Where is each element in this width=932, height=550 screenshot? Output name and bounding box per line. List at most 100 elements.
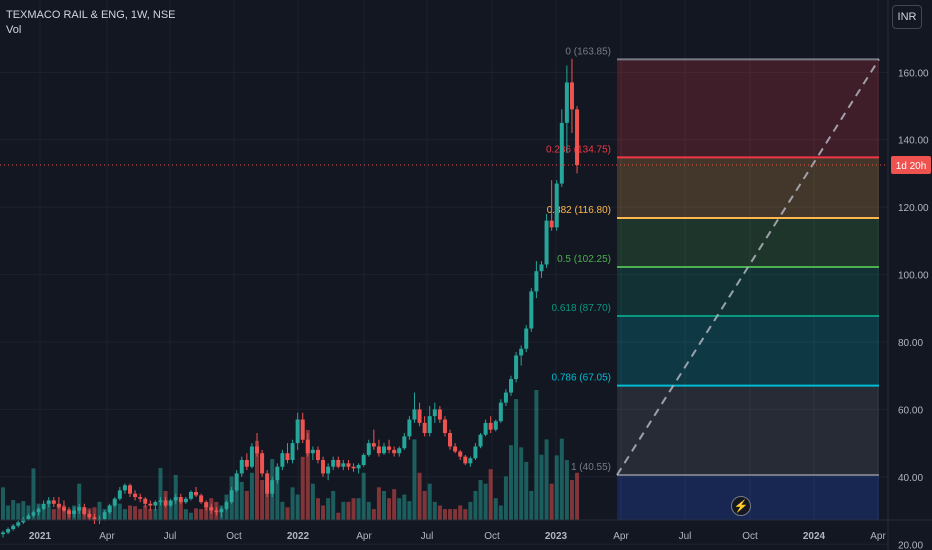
candle-body [138,497,143,499]
volume-bar [128,505,132,520]
candle-body [569,82,574,110]
candle-body [448,433,453,447]
volume-bar [544,439,549,520]
x-tick-label: Apr [99,531,115,542]
volume-bar [519,447,524,520]
volume-bar [56,504,61,520]
candle-body [117,490,122,499]
x-tick-label: 2023 [545,531,568,542]
volume-bar [234,487,239,520]
candle-body [188,492,193,499]
candle-body [549,220,554,228]
candle-body [275,466,280,481]
fibonacci-retracement[interactable]: 0 (163.85)0.236 (134.75)0.382 (116.80)0.… [546,46,879,520]
candle-body [133,493,138,498]
volume-bar [92,507,97,520]
x-tick-label: Oct [484,531,500,542]
volume-bar [442,509,447,520]
volume-bar [117,503,122,520]
y-tick-label: 80.00 [898,338,923,349]
candle-body [11,525,16,530]
volume-bar [21,501,26,520]
volume-bar [133,506,138,520]
fib-level-label: 0.5 (102.25) [557,254,611,265]
candle-body [270,480,275,494]
volume-bar [371,509,376,520]
volume-bar [275,480,280,520]
candle-body [214,510,219,513]
lightning-icon[interactable]: ⚡ [731,496,751,516]
candle-body [51,500,56,504]
candle-body [41,503,46,509]
currency-button[interactable]: INR [892,5,922,29]
candle-body [427,416,432,434]
candle-body [463,456,468,464]
volume-bar [51,509,56,520]
candle-body [249,446,254,467]
candle-body [224,502,229,509]
candle-body [16,522,21,526]
volume-bar [336,512,341,520]
volume-bar [295,494,300,520]
volume-bar [437,505,442,520]
candle-body [102,512,107,519]
volume-bar [341,501,346,520]
volume-bar [26,505,31,520]
grid-lines [0,0,888,545]
fib-level-label: 0.786 (67.05) [552,373,612,384]
candle-body [488,422,493,430]
candle-body [290,443,295,460]
candle-body [209,507,214,511]
candle-body [72,510,77,514]
fib-zone [617,157,879,218]
volume-bar [199,509,204,520]
volume-bar [168,505,173,520]
volume-bar [387,498,392,520]
volume-bar [503,476,508,520]
symbol-title[interactable]: TEXMACO RAIL & ENG, 1W, NSE [6,9,176,21]
candle-body [412,409,417,420]
candle-body [529,291,534,329]
candle-body [336,459,341,467]
volume-bar [554,455,559,520]
volume-bar [366,501,371,520]
volume-bar [473,490,478,520]
candle-body [564,82,569,123]
fib-zone [617,385,879,475]
candle-body [143,498,148,504]
volume-bar [321,505,326,520]
volume-bar [478,480,483,520]
volume-bar [412,439,417,520]
candle-body [554,183,559,228]
volume-bar [509,445,513,520]
y-tick-label: 20.00 [898,540,923,550]
trend-line[interactable] [616,58,880,476]
volume-bar [483,483,488,520]
candle-body [519,348,524,356]
chart-header: TEXMACO RAIL & ENG, 1W, NSE Vol [6,8,176,38]
candle-body [331,459,336,467]
candle-body [534,271,539,292]
x-tick-label: Oct [226,531,242,542]
candlestick-series [1,58,580,538]
volume-bar [351,498,356,520]
candle-body [382,446,386,454]
candle-body [204,502,209,508]
volume-bar [310,483,315,520]
price-countdown-label: 1d 20h [896,161,927,172]
volume-bar [112,501,117,520]
volume-bar [402,494,407,520]
candle-body [107,505,112,513]
candle-body [356,465,361,469]
candle-body [361,454,366,466]
candle-body [82,507,87,514]
volume-bar [138,509,143,520]
candle-body [544,220,549,265]
candle-body [437,409,442,420]
volume-bar [194,508,199,520]
x-tick-label: Apr [870,531,886,542]
candle-body [178,497,183,503]
volume-indicator-label[interactable]: Vol [6,24,22,36]
candle-body [559,122,564,184]
